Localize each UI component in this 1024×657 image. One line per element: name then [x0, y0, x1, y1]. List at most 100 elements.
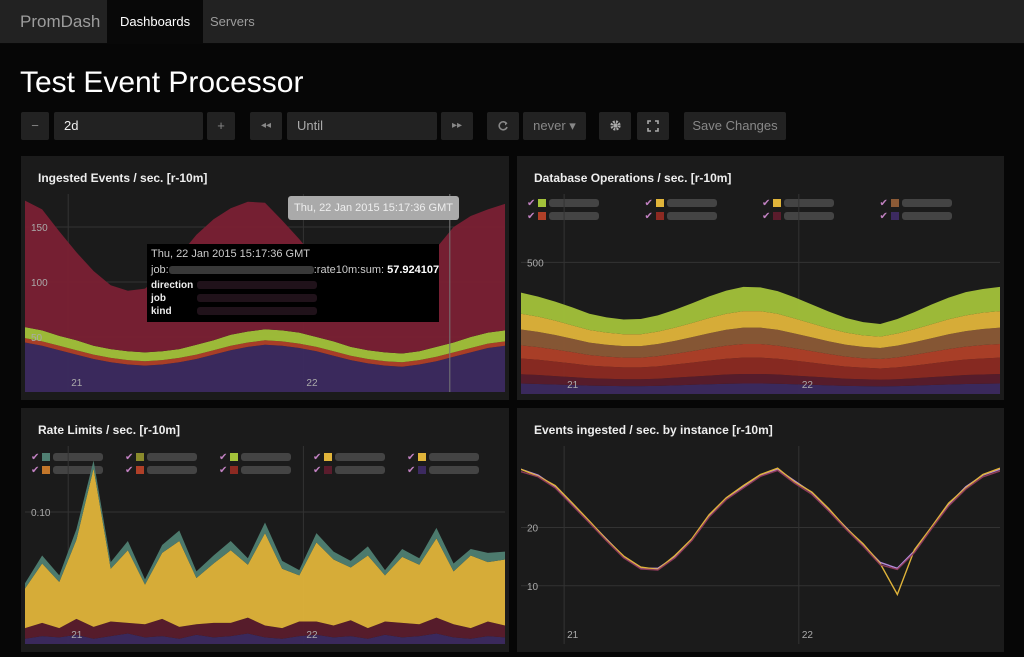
checkmark-icon[interactable]: ✔ — [879, 198, 888, 209]
legend-swatch — [890, 199, 899, 208]
legend-item[interactable]: ✔ — [527, 211, 600, 222]
redacted-text — [429, 453, 480, 462]
legend-item[interactable]: ✔ — [407, 465, 480, 476]
series-line-2 — [521, 469, 1000, 571]
checkmark-icon[interactable]: ✔ — [527, 211, 536, 222]
plot-area[interactable]: 500 21 22 — [521, 194, 1000, 394]
y-tick-label: 0.10 — [31, 508, 51, 519]
fullscreen-icon[interactable] — [637, 112, 669, 140]
legend-item[interactable]: ✔ — [219, 452, 292, 463]
rewind-icon[interactable]: ◂◂ — [250, 112, 282, 140]
range-increase-button[interactable]: + — [207, 112, 235, 140]
redacted-text — [147, 453, 198, 462]
checkmark-icon[interactable]: ✔ — [31, 465, 40, 476]
series-area-1 — [521, 374, 1000, 387]
hover-label-direction: direction — [151, 280, 194, 291]
hover-job-label: job: — [151, 264, 169, 276]
checkmark-icon[interactable]: ✔ — [407, 465, 416, 476]
nav-dashboards[interactable]: Dashboards — [107, 0, 204, 43]
legend-item[interactable]: ✔ — [762, 198, 835, 209]
plot-area[interactable]: 0.10 21 22 — [25, 446, 505, 644]
series-area-3 — [521, 344, 1000, 369]
series-line-1 — [521, 467, 1000, 597]
legend-swatch — [136, 453, 145, 462]
checkmark-icon[interactable]: ✔ — [644, 198, 653, 209]
graph-panel-database-operations: Database Operations / sec. [r-10m] ✔ ✔ ✔ ✔ ✔… — [517, 156, 1004, 400]
until-input[interactable]: Until — [287, 112, 437, 140]
legend-swatch — [418, 453, 427, 462]
checkmark-icon[interactable]: ✔ — [31, 452, 40, 463]
x-tick-label: 22 — [306, 630, 318, 641]
redacted-text — [197, 307, 317, 316]
legend-item[interactable]: ✔ — [645, 211, 717, 222]
checkmark-icon[interactable]: ✔ — [762, 198, 771, 209]
series-area-0 — [521, 383, 1000, 394]
range-decrease-button[interactable]: − — [21, 112, 49, 140]
redacted-text — [549, 212, 600, 221]
redacted-text — [53, 466, 104, 475]
gear-icon[interactable] — [599, 112, 631, 140]
panel-title: Ingested Events / sec. [r-10m] — [38, 171, 208, 185]
checkmark-icon[interactable]: ✔ — [313, 465, 322, 476]
legend: ✔ ✔ ✔ ✔ ✔ ✔ ✔ ✔ — [527, 198, 997, 226]
checkmark-icon[interactable]: ✔ — [644, 211, 653, 222]
legend-item[interactable]: ✔ — [125, 452, 198, 463]
y-tick-label: 50 — [31, 333, 43, 344]
x-tick-label: 21 — [71, 630, 83, 641]
legend-swatch — [538, 212, 547, 221]
legend-item[interactable]: ✔ — [880, 198, 952, 209]
range-input[interactable]: 2d — [54, 112, 203, 140]
checkmark-icon[interactable]: ✔ — [219, 452, 228, 463]
fast-forward-icon[interactable]: ▸▸ — [441, 112, 473, 140]
y-tick-label: 150 — [31, 223, 48, 234]
legend-item[interactable]: ✔ — [527, 198, 600, 209]
time-tooltip: Thu, 22 Jan 2015 15:17:36 GMT — [288, 196, 459, 220]
y-tick-label: 10 — [527, 582, 539, 593]
legend-item[interactable]: ✔ — [880, 211, 952, 222]
panel-title: Rate Limits / sec. [r-10m] — [38, 423, 181, 437]
checkmark-icon[interactable]: ✔ — [879, 211, 888, 222]
legend-swatch — [538, 199, 547, 208]
plot-area[interactable]: 10 20 21 22 — [521, 446, 1000, 644]
graph-panel-rate-limits: Rate Limits / sec. [r-10m] ✔ ✔ ✔ ✔ ✔ ✔ ✔ ✔ ✔ ✔ 0.… — [21, 408, 509, 652]
legend-item[interactable]: ✔ — [407, 452, 480, 463]
legend-swatch — [324, 453, 333, 462]
legend-item[interactable]: ✔ — [219, 465, 292, 476]
checkmark-icon[interactable]: ✔ — [125, 452, 134, 463]
graph-panel-events-by-instance: Events ingested / sec. by instance [r-10… — [517, 408, 1004, 652]
checkmark-icon[interactable]: ✔ — [527, 198, 536, 209]
checkmark-icon[interactable]: ✔ — [762, 211, 771, 222]
brand-logo[interactable]: PromDash — [20, 12, 101, 31]
legend-item[interactable]: ✔ — [31, 452, 104, 463]
x-tick-label: 22 — [306, 378, 318, 389]
legend: ✔ ✔ ✔ ✔ ✔ ✔ ✔ ✔ ✔ ✔ — [31, 452, 501, 480]
checkmark-icon[interactable]: ✔ — [125, 465, 134, 476]
y-tick-label: 20 — [527, 524, 539, 535]
checkmark-icon[interactable]: ✔ — [219, 465, 228, 476]
legend-item[interactable]: ✔ — [31, 465, 104, 476]
redacted-text — [53, 453, 104, 462]
hover-time: Thu, 22 Jan 2015 15:17:36 GMT — [151, 248, 310, 260]
checkmark-icon[interactable]: ✔ — [313, 452, 322, 463]
save-changes-button[interactable]: Save Changes — [684, 112, 786, 140]
redacted-text — [241, 466, 292, 475]
nav-servers[interactable]: Servers — [210, 14, 255, 29]
chart-svg: 0.10 21 22 — [25, 446, 505, 644]
legend-swatch — [773, 212, 782, 221]
legend-item[interactable]: ✔ — [762, 211, 835, 222]
legend-swatch — [655, 212, 664, 221]
legend-item[interactable]: ✔ — [313, 465, 386, 476]
refresh-interval-dropdown[interactable]: never ▾ — [523, 112, 586, 140]
hover-detail-box: Thu, 22 Jan 2015 15:17:36 GMT job::rate1… — [147, 244, 439, 322]
series-area-3 — [25, 460, 505, 589]
legend-item[interactable]: ✔ — [645, 198, 717, 209]
refresh-icon[interactable] — [487, 112, 519, 140]
redacted-text — [429, 466, 480, 475]
redacted-text — [197, 281, 317, 290]
checkmark-icon[interactable]: ✔ — [407, 452, 416, 463]
redacted-text — [168, 266, 314, 275]
legend-item[interactable]: ✔ — [313, 452, 386, 463]
x-tick-label: 21 — [567, 630, 579, 641]
legend-swatch — [890, 212, 899, 221]
legend-item[interactable]: ✔ — [125, 465, 198, 476]
